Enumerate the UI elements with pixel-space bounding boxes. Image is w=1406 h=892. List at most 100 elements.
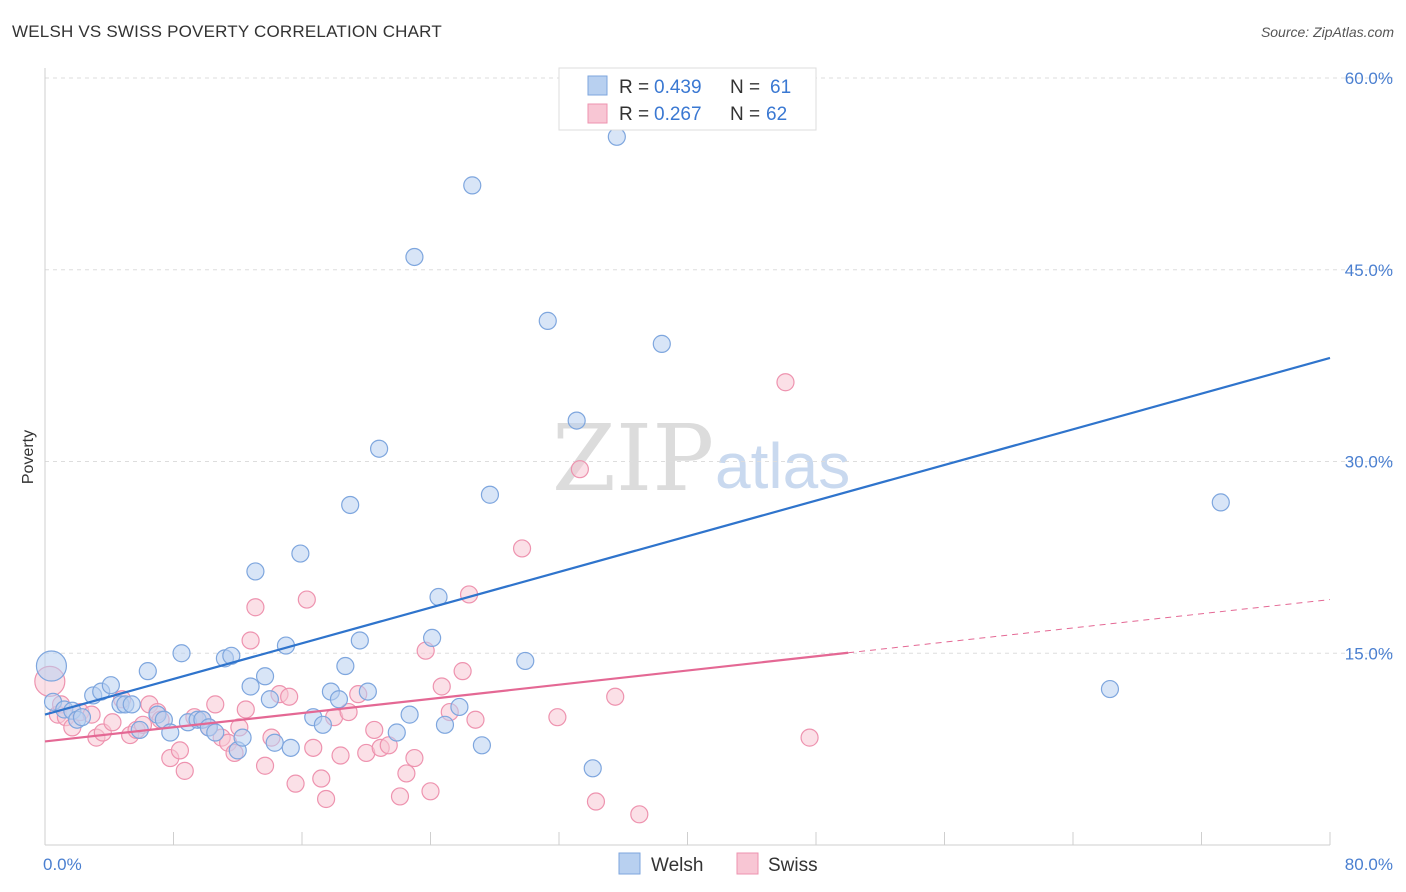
welsh-point: [222, 646, 241, 665]
swiss-point: [316, 789, 336, 809]
swiss-point: [297, 590, 316, 609]
swiss-point: [390, 787, 410, 806]
swiss-point: [312, 769, 331, 788]
welsh-point: [516, 651, 535, 671]
welsh-point: [265, 733, 284, 752]
legend-welsh-n-value: 61: [770, 77, 791, 98]
welsh-point: [405, 247, 424, 267]
swiss-point: [606, 687, 625, 706]
legend-welsh-r-label: R =: [619, 77, 649, 98]
welsh-point: [350, 631, 369, 650]
x-tick-label-max: 80.0%: [1345, 855, 1393, 874]
swiss-point: [776, 373, 795, 392]
swiss-point: [379, 736, 398, 755]
welsh-point: [450, 697, 469, 717]
bottom-legend-welsh-label: Welsh: [651, 855, 703, 876]
welsh-point: [370, 439, 389, 458]
y-axis-label: Poverty: [20, 430, 37, 484]
welsh-point: [101, 676, 120, 695]
welsh-point: [538, 311, 557, 330]
x-tick-label-min: 0.0%: [43, 855, 82, 874]
swiss-point: [304, 738, 323, 757]
legend-swiss-swatch: [587, 103, 608, 124]
swiss-point: [246, 598, 265, 617]
welsh-point: [472, 736, 491, 755]
swiss-point: [405, 748, 424, 768]
legend-welsh-swatch: [587, 75, 608, 96]
swiss-point: [421, 782, 440, 801]
welsh-point: [435, 715, 455, 734]
welsh-point: [246, 562, 265, 581]
welsh-point: [172, 644, 191, 663]
welsh-point: [313, 715, 332, 734]
legend-welsh-n-label: N =: [730, 77, 760, 98]
welsh-point: [138, 662, 157, 681]
x-axis-ticks: [44, 832, 1331, 845]
swiss-point: [512, 539, 532, 558]
welsh-point: [1211, 493, 1230, 512]
swiss-point: [397, 764, 416, 783]
bottom-legend: Welsh Swiss: [618, 852, 818, 876]
welsh-point: [206, 723, 225, 742]
swiss-point: [103, 713, 122, 732]
welsh-point: [255, 667, 275, 686]
swiss-point: [548, 708, 567, 727]
swiss-point: [800, 728, 819, 747]
y-tick-label-60: 60.0%: [1345, 69, 1393, 88]
bottom-legend-welsh-swatch: [618, 852, 641, 875]
welsh-point: [241, 677, 260, 696]
swiss-point: [570, 460, 589, 479]
swiss-point: [206, 695, 225, 714]
swiss-point: [255, 756, 275, 775]
welsh-trendline: [44, 356, 1331, 716]
welsh-point: [480, 485, 500, 504]
y-tick-label-45: 45.0%: [1345, 261, 1393, 280]
legend-welsh-r-value: 0.439: [654, 77, 702, 98]
legend-swiss-n-label: N =: [730, 104, 760, 125]
welsh-point: [341, 495, 360, 515]
welsh-point: [607, 127, 626, 146]
watermark-atlas: atlas: [715, 430, 850, 502]
welsh-point: [387, 723, 406, 742]
source-label: Source: ZipAtlas.com: [1260, 24, 1394, 40]
swiss-trendline-extension: [848, 599, 1331, 654]
swiss-point: [586, 792, 606, 811]
swiss-trendline: [44, 651, 849, 743]
legend-swiss-r-label: R =: [619, 104, 649, 125]
welsh-point: [35, 650, 68, 682]
y-tick-label-30: 30.0%: [1345, 453, 1393, 472]
welsh-point: [281, 738, 300, 757]
welsh-point: [336, 656, 355, 676]
swiss-point: [365, 720, 384, 740]
swiss-point: [331, 746, 350, 765]
legend-box: R = 0.439 N = 61 R = 0.267 N = 62: [558, 67, 817, 131]
welsh-point: [423, 628, 442, 648]
welsh-point: [400, 705, 419, 724]
welsh-point: [122, 695, 141, 714]
legend-swiss-n-value: 62: [766, 104, 787, 125]
legend-swiss-r-value: 0.267: [654, 104, 702, 125]
swiss-point: [175, 761, 194, 780]
swiss-point: [432, 677, 451, 696]
welsh-point: [260, 690, 279, 709]
swiss-point: [286, 774, 305, 793]
swiss-point: [241, 631, 260, 650]
swiss-point: [466, 710, 485, 729]
swiss-point: [453, 662, 472, 681]
bottom-legend-swiss-swatch: [736, 852, 759, 875]
welsh-point: [358, 682, 377, 701]
trend-lines: [44, 356, 1331, 743]
welsh-point: [583, 759, 602, 778]
gridlines: [45, 77, 1393, 654]
welsh-point: [463, 176, 482, 195]
swiss-point: [630, 805, 649, 824]
welsh-point: [233, 728, 252, 747]
welsh-point: [291, 544, 310, 563]
welsh-point: [652, 334, 671, 353]
y-tick-label-15: 15.0%: [1345, 644, 1393, 663]
y-tick-labels: 15.0% 30.0% 45.0% 60.0%: [1345, 69, 1393, 663]
swiss-point: [236, 700, 255, 719]
swiss-point: [280, 687, 299, 706]
chart-title: WELSH VS SWISS POVERTY CORRELATION CHART: [12, 22, 442, 41]
